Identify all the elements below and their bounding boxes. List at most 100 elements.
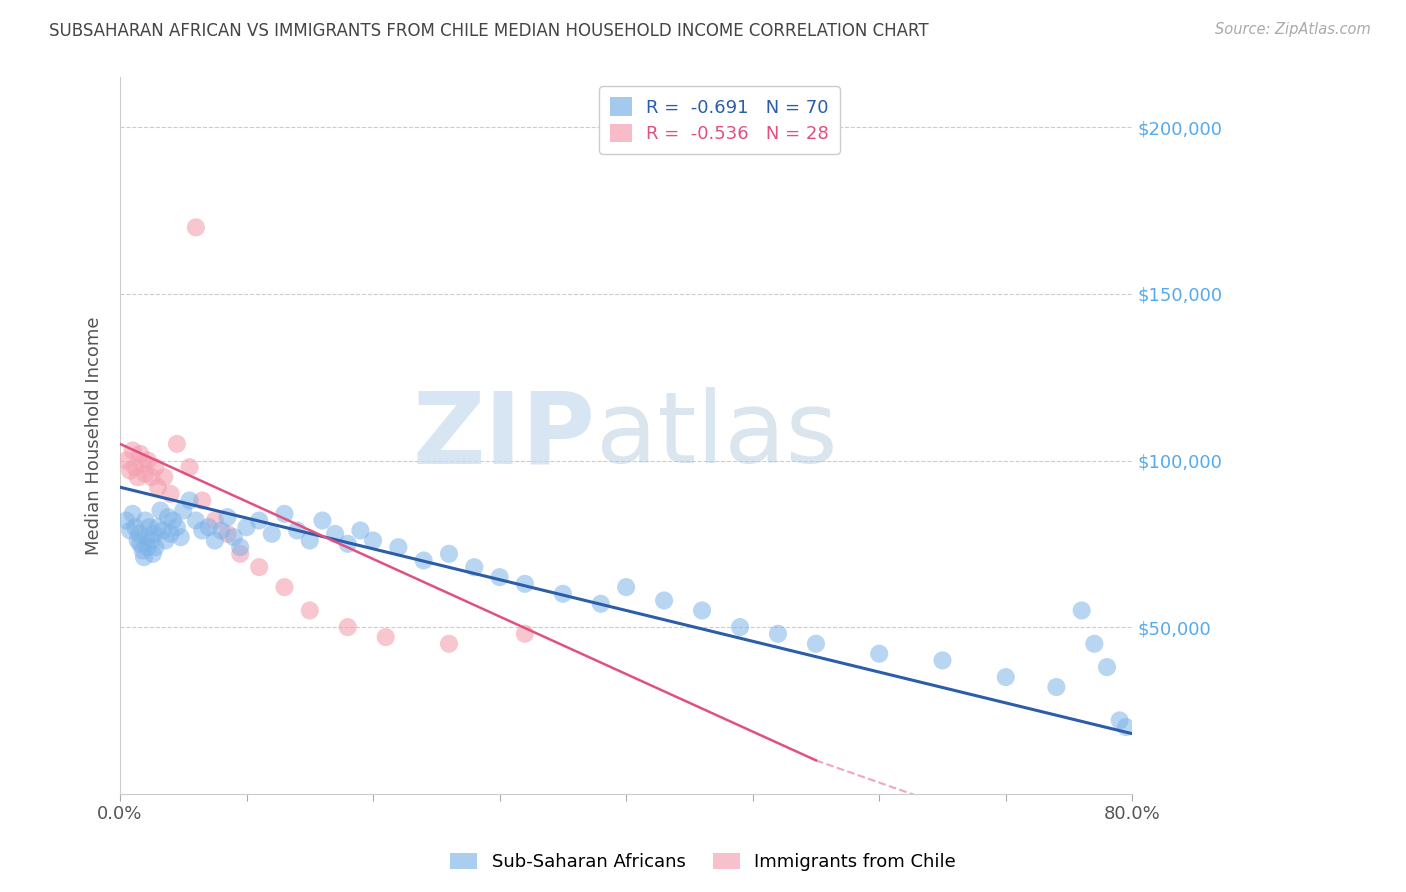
Point [361,533,384,548]
Text: ZIP: ZIP [413,387,596,484]
Point [260,526,283,541]
Point [124,460,146,475]
Point [124,520,146,534]
Point [141,470,163,484]
Point [136,540,159,554]
Point [172,503,194,517]
Point [153,470,176,484]
Point [145,460,167,475]
Point [235,520,257,534]
Point [298,603,321,617]
Point [170,530,193,544]
Point [121,507,143,521]
Point [184,220,207,235]
Point [135,530,157,544]
Point [652,593,675,607]
Point [166,520,188,534]
Point [159,526,181,541]
Point [323,526,346,541]
Point [994,670,1017,684]
Point [142,547,165,561]
Point [374,630,396,644]
Point [132,550,155,565]
Point [129,537,152,551]
Point [157,510,180,524]
Point [149,503,172,517]
Point [132,543,155,558]
Point [349,524,371,538]
Point [115,514,138,528]
Point [551,587,574,601]
Point [128,526,150,541]
Point [285,524,308,538]
Point [311,514,333,528]
Point [115,453,138,467]
Point [728,620,751,634]
Point [204,533,226,548]
Point [155,533,177,548]
Point [146,480,169,494]
Point [134,467,156,481]
Point [222,530,245,544]
Point [191,524,214,538]
Point [184,514,207,528]
Text: SUBSAHARAN AFRICAN VS IMMIGRANTS FROM CHILE MEDIAN HOUSEHOLD INCOME CORRELATION : SUBSAHARAN AFRICAN VS IMMIGRANTS FROM CH… [49,22,929,40]
Point [336,537,359,551]
Point [166,437,188,451]
Point [127,470,149,484]
Point [209,524,232,538]
Point [273,507,295,521]
Point [463,560,485,574]
Point [141,533,163,548]
Point [247,560,270,574]
Point [129,447,152,461]
Point [437,637,460,651]
Text: Source: ZipAtlas.com: Source: ZipAtlas.com [1215,22,1371,37]
Point [145,540,167,554]
Point [1095,660,1118,674]
Point [513,627,536,641]
Point [1108,714,1130,728]
Point [273,580,295,594]
Point [217,510,239,524]
Point [138,520,160,534]
Point [1045,680,1067,694]
Point [1070,603,1092,617]
Point [120,464,142,478]
Point [931,653,953,667]
Point [120,524,142,538]
Point [589,597,612,611]
Point [132,457,155,471]
Point [134,514,156,528]
Point [804,637,827,651]
Point [191,493,214,508]
Point [766,627,789,641]
Point [121,443,143,458]
Point [136,453,159,467]
Point [247,514,270,528]
Point [179,493,201,508]
Point [690,603,713,617]
Point [1115,720,1137,734]
Y-axis label: Median Household Income: Median Household Income [86,317,103,555]
Point [204,514,226,528]
Point [152,524,174,538]
Point [217,526,239,541]
Point [488,570,510,584]
Legend: Sub-Saharan Africans, Immigrants from Chile: Sub-Saharan Africans, Immigrants from Ch… [443,846,963,879]
Point [437,547,460,561]
Text: atlas: atlas [596,387,838,484]
Point [229,540,252,554]
Point [387,540,409,554]
Point [336,620,359,634]
Point [127,533,149,548]
Point [868,647,890,661]
Point [229,547,252,561]
Point [513,576,536,591]
Point [197,520,219,534]
Point [298,533,321,548]
Point [179,460,201,475]
Point [159,487,181,501]
Point [143,526,166,541]
Legend: R =  -0.691   N = 70, R =  -0.536   N = 28: R = -0.691 N = 70, R = -0.536 N = 28 [599,87,839,154]
